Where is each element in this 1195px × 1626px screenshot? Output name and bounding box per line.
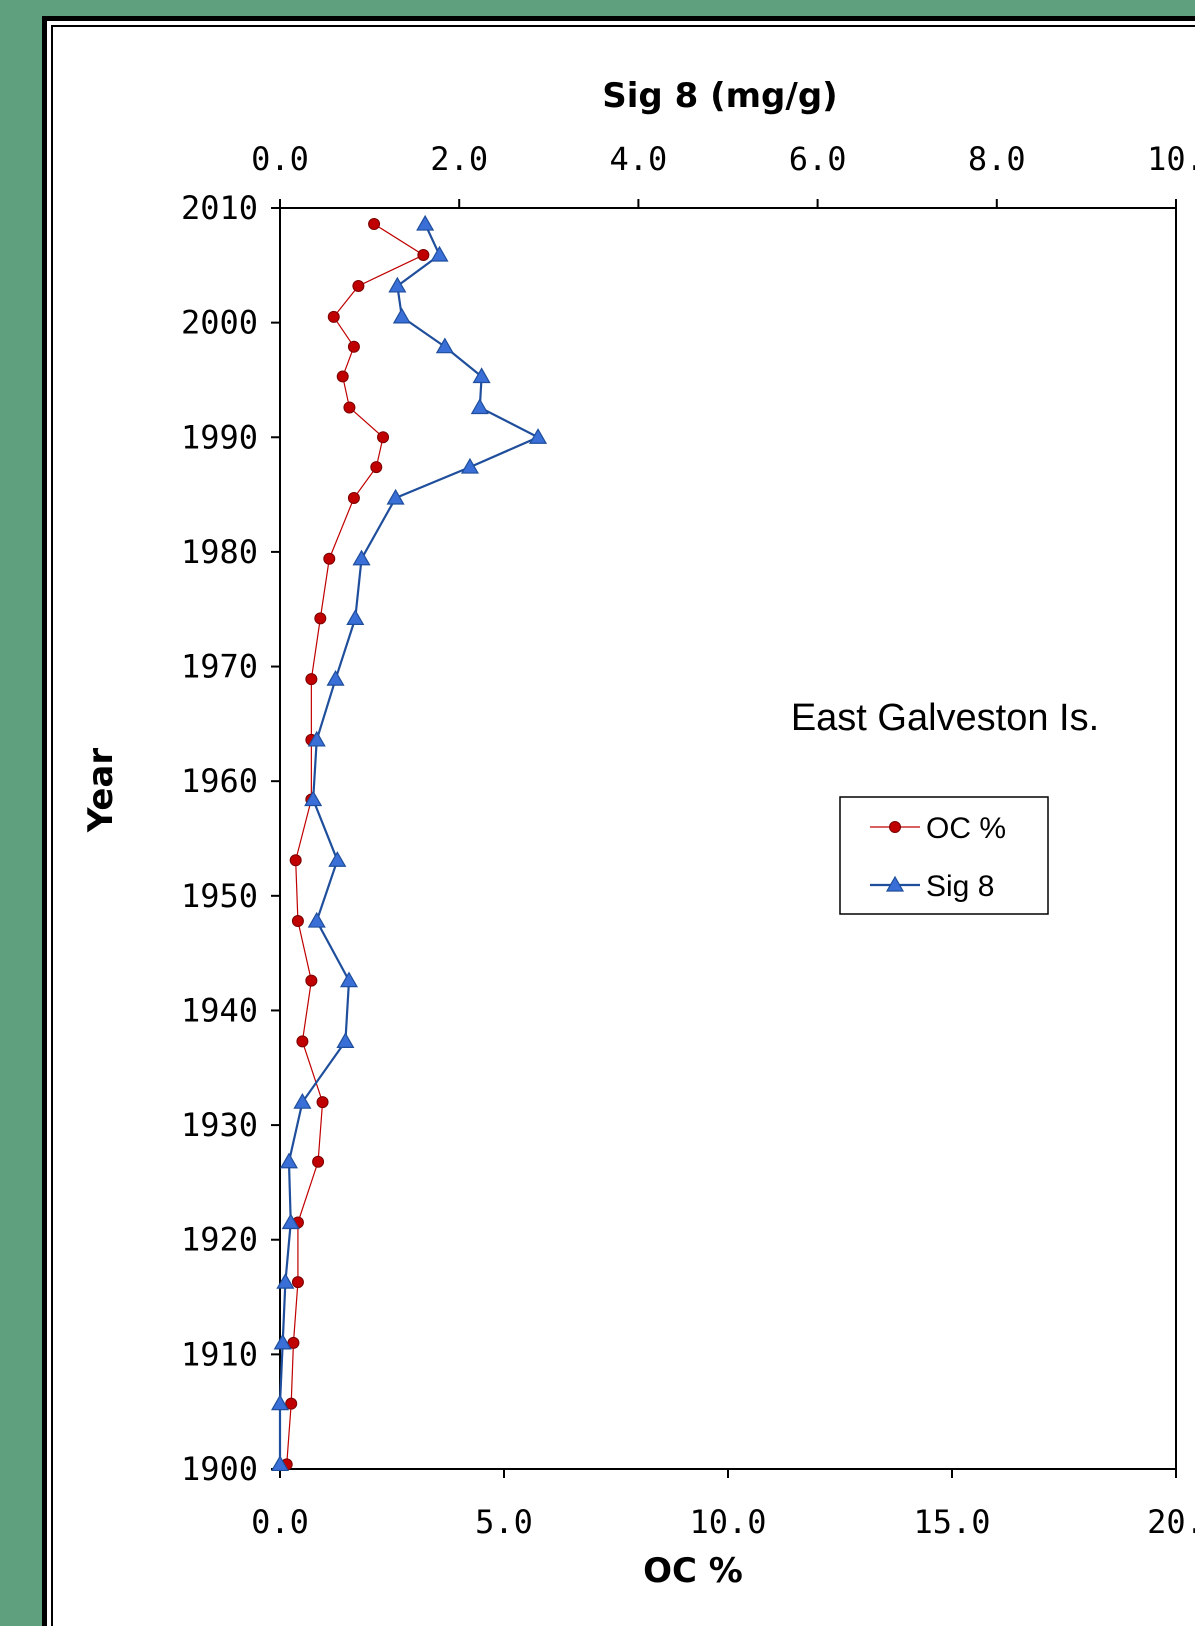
oc-point <box>347 340 360 353</box>
top-tick-label: 10. <box>1147 140 1195 178</box>
oc-point <box>377 431 390 444</box>
sig-8-point <box>279 1152 298 1169</box>
plot-area: 2010 2000 1990 1980 1970 1960 1950 1940 1930 1920… <box>181 140 1195 1541</box>
bottom-axis-title: OC % <box>643 1551 743 1591</box>
sig-8-point <box>270 1394 290 1411</box>
oc-point <box>368 218 381 231</box>
y-tick-label: 1910 <box>181 1335 258 1373</box>
sig-8-point <box>346 609 365 625</box>
oc-point <box>327 310 340 323</box>
sig-8-point <box>326 669 345 686</box>
y-tick-label: 1900 <box>181 1450 258 1488</box>
oc-point <box>291 1276 304 1289</box>
oc-point <box>347 492 360 505</box>
y-axis-title: Year <box>81 748 121 834</box>
y-tick-label: 2000 <box>181 304 258 342</box>
sig-8-point <box>386 488 405 505</box>
top-tick-label: 2.0 <box>430 140 488 178</box>
oc-point <box>316 1096 329 1109</box>
top-tick-label: 6.0 <box>789 140 847 178</box>
sig-8-point <box>307 911 326 928</box>
sig-8-series-line <box>278 223 541 1465</box>
oc-point <box>336 370 349 383</box>
legend-box <box>839 796 1049 915</box>
sig-8-point <box>293 1092 312 1109</box>
sig-8-point <box>470 398 489 415</box>
oc-point <box>343 401 356 414</box>
sig-8-point <box>460 457 479 474</box>
legend-label-oc: OC % <box>926 812 1006 845</box>
oc-point <box>312 1155 325 1168</box>
sig-8-point <box>472 367 491 384</box>
y-tick-label: 1990 <box>181 418 258 456</box>
oc-series-line <box>286 223 425 1465</box>
oc-point <box>296 1035 309 1048</box>
sig-8-point <box>416 214 435 231</box>
sig-8-point <box>270 1455 290 1472</box>
oc-point <box>289 854 302 867</box>
oc-point <box>285 1397 298 1410</box>
oc-point <box>305 673 318 686</box>
oc-point <box>417 249 430 262</box>
sig-8-point <box>339 971 359 988</box>
sig-8-point <box>281 1213 300 1230</box>
y-tick-label: 1930 <box>181 1106 258 1144</box>
sig-8-point <box>273 1333 292 1350</box>
sig-8-point <box>336 1032 355 1049</box>
oc-point <box>323 552 336 565</box>
top-tick-label: 8.0 <box>968 140 1026 178</box>
bottom-tick-label: 10.0 <box>689 1503 766 1541</box>
sig-8-point <box>388 276 407 293</box>
legend-label-sig-8: Sig 8 <box>926 870 994 903</box>
bottom-tick-label: 0.0 <box>251 1503 309 1541</box>
sig-8-point <box>276 1272 295 1289</box>
sig-8-point <box>352 549 371 566</box>
top-tick-label: 0.0 <box>251 140 309 178</box>
bottom-tick-label: 15.0 <box>913 1503 990 1541</box>
sig-8-point <box>529 428 548 444</box>
top-axis-title: Sig 8 (mg/g) <box>602 76 837 116</box>
legend: OC % Sig 8 <box>839 796 1049 915</box>
top-tick-label: 4.0 <box>610 140 668 178</box>
sig-8-point <box>430 245 449 262</box>
y-tick-label: 1980 <box>181 533 258 571</box>
oc-point <box>305 974 318 987</box>
oc-point <box>352 279 365 292</box>
location-annotation: East Galveston Is. <box>791 697 1099 739</box>
y-tick-label: 1950 <box>181 877 258 915</box>
sig-8-point <box>328 851 347 867</box>
y-tick-label: 2010 <box>181 189 258 227</box>
sig-8-point <box>435 337 454 354</box>
y-tick-label: 1920 <box>181 1221 258 1259</box>
sig-8-point <box>307 730 326 747</box>
oc-point <box>291 915 304 928</box>
bottom-tick-label: 20. <box>1147 1503 1195 1541</box>
bottom-tick-label: 5.0 <box>475 1503 533 1541</box>
oc-point <box>314 612 327 625</box>
oc-point <box>370 461 383 474</box>
sig-8-point <box>392 307 411 324</box>
legend-marker-sig-8 <box>885 875 905 892</box>
y-tick-label: 1970 <box>181 648 258 686</box>
legend-marker-oc <box>889 821 901 833</box>
sig-8-point <box>304 790 323 807</box>
y-tick-label: 1960 <box>181 762 258 800</box>
y-tick-label: 1940 <box>181 991 258 1029</box>
